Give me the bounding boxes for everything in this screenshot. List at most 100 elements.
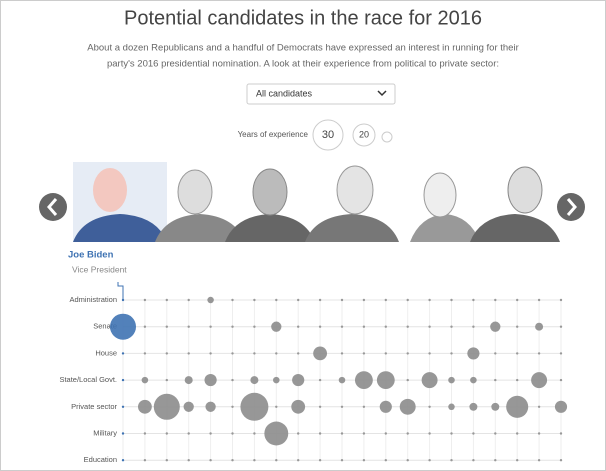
empty-dot [319,406,321,408]
empty-dot [428,432,430,434]
row-label: Administration [69,295,117,304]
size-legend-title: Years of experience [238,130,309,139]
empty-dot [275,406,277,408]
portrait [253,169,287,215]
bubble [271,322,281,332]
empty-dot [166,432,168,434]
title: Potential candidates in the race for 201… [124,7,482,29]
empty-dot [166,299,168,301]
empty-dot [560,379,562,381]
empty-dot [297,299,299,301]
bubble [250,376,258,384]
empty-dot [516,459,518,461]
empty-dot [450,299,452,301]
size-legend-value: 30 [322,129,334,141]
bubble [377,371,395,389]
empty-dot [319,379,321,381]
empty-dot [538,432,540,434]
bubble [531,372,547,388]
empty-dot [144,299,146,301]
empty-dot [166,352,168,354]
empty-dot [428,352,430,354]
empty-dot [341,406,343,408]
empty-dot [494,352,496,354]
candidate-name[interactable]: Joe Biden [68,250,114,261]
bubble [205,374,217,386]
empty-dot [231,326,233,328]
empty-dot [253,459,255,461]
empty-dot [428,299,430,301]
empty-dot [319,432,321,434]
empty-dot [538,406,540,408]
empty-dot [231,352,233,354]
empty-dot [253,432,255,434]
empty-dot [516,432,518,434]
empty-dot [428,406,430,408]
prev-button[interactable] [39,193,67,221]
empty-dot [275,299,277,301]
empty-dot [297,326,299,328]
empty-dot [363,299,365,301]
empty-dot [407,352,409,354]
empty-dot [209,352,211,354]
bubble [470,377,477,384]
page: Potential candidates in the race for 201… [0,0,606,471]
bubble [469,403,477,411]
bubble [380,401,392,413]
empty-dot [144,459,146,461]
empty-dot [472,326,474,328]
empty-dot [297,432,299,434]
empty-dot [363,432,365,434]
bubble [142,377,149,384]
empty-dot [428,326,430,328]
bubble [506,396,528,418]
empty-dot [385,299,387,301]
candidate-role: Vice President [72,264,127,274]
empty-dot [341,432,343,434]
row-label: House [95,348,117,357]
empty-dot [385,352,387,354]
empty-dot [188,299,190,301]
size-legend-value: 20 [359,129,369,139]
graphic: Potential candidates in the race for 201… [0,0,606,471]
bubble [154,394,180,420]
empty-dot [122,379,124,381]
empty-dot [122,352,124,354]
empty-dot [231,379,233,381]
empty-dot [166,326,168,328]
empty-dot [209,432,211,434]
empty-dot [363,406,365,408]
empty-dot [253,326,255,328]
empty-dot [144,326,146,328]
empty-dot [385,326,387,328]
empty-dot [560,326,562,328]
empty-dot [341,459,343,461]
empty-dot [341,326,343,328]
empty-dot [363,352,365,354]
bubble [240,393,268,421]
bubble [490,322,500,332]
row-label: Education [84,455,117,464]
empty-dot [407,326,409,328]
empty-dot [122,406,124,408]
empty-dot [188,326,190,328]
empty-dot [450,432,452,434]
empty-dot [472,432,474,434]
bubble [422,372,438,388]
bubble [207,297,214,304]
empty-dot [516,299,518,301]
empty-dot [231,432,233,434]
empty-dot [494,379,496,381]
bubble [110,314,136,340]
next-button[interactable] [557,193,585,221]
empty-dot [166,379,168,381]
empty-dot [319,326,321,328]
bubble [205,402,215,412]
empty-dot [407,459,409,461]
empty-dot [319,459,321,461]
bubble [291,400,305,414]
bubble [448,377,455,384]
empty-dot [231,459,233,461]
empty-dot [560,299,562,301]
dropdown-label: All candidates [256,88,313,98]
